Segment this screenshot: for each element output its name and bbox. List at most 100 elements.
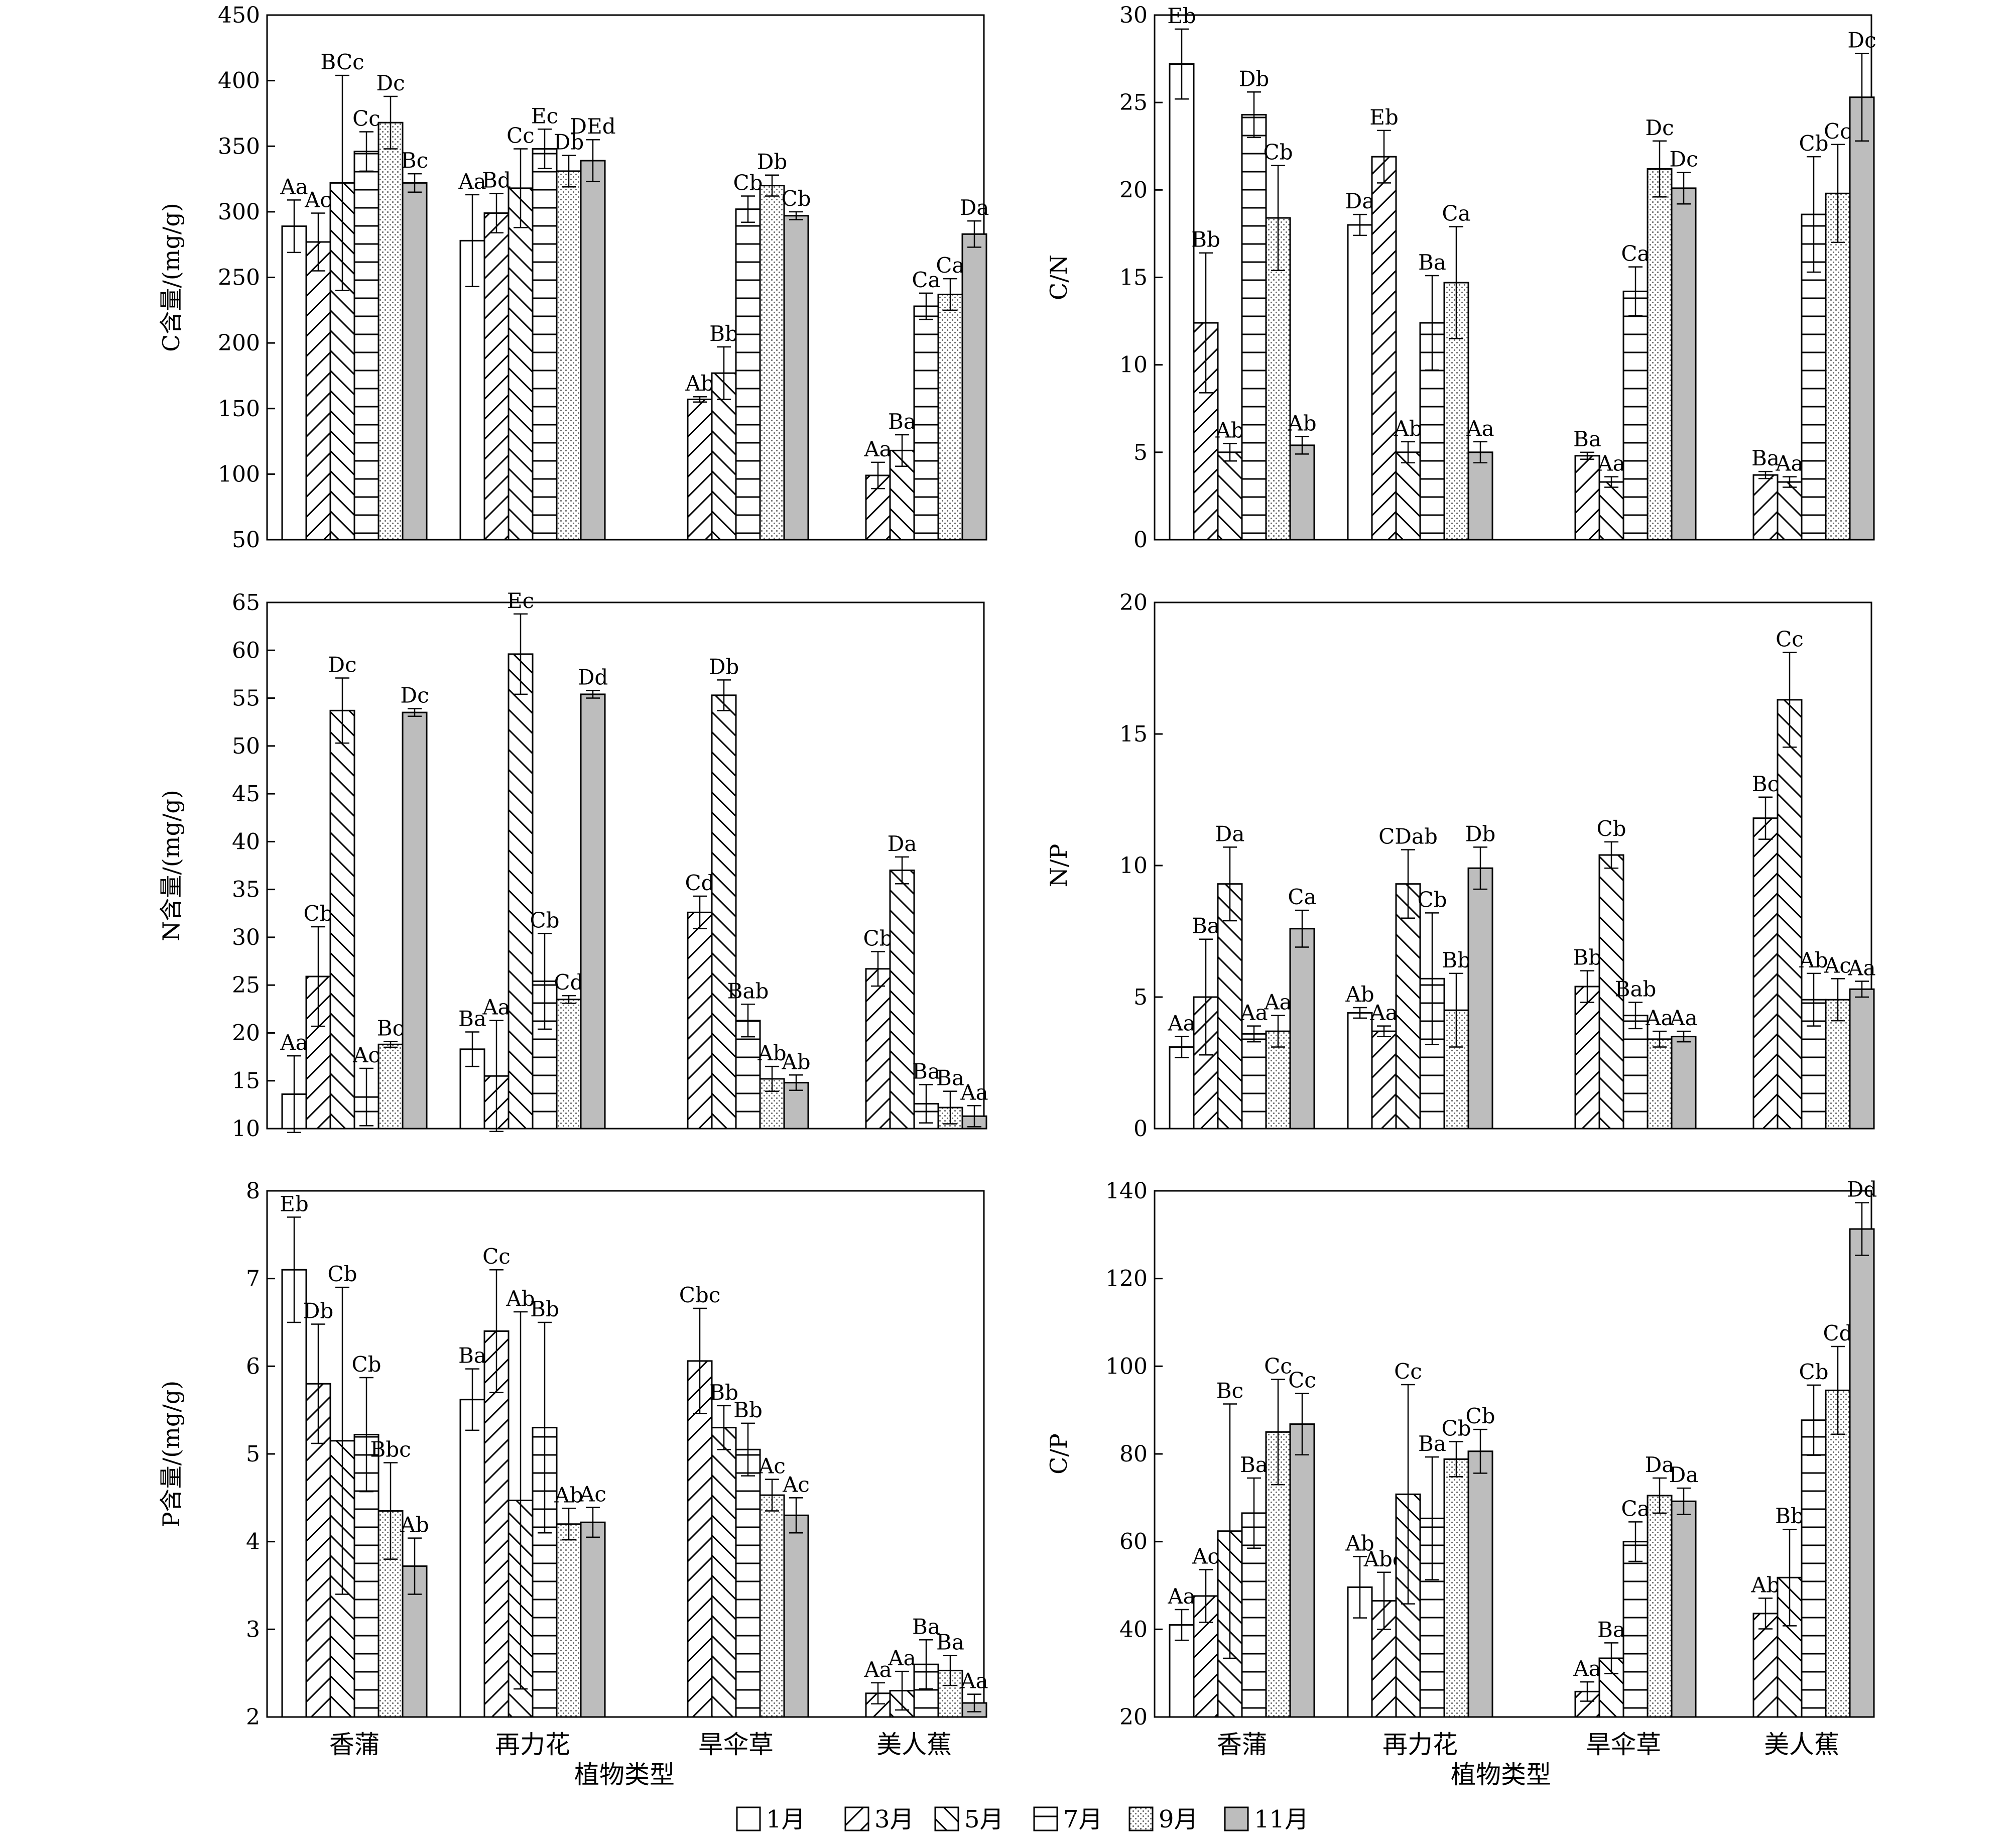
significance-label: Ab: [685, 371, 714, 396]
y-tick-label: 20: [1119, 177, 1148, 203]
bar: [580, 693, 606, 1130]
significance-label: Cc: [1288, 1368, 1316, 1392]
significance-label: Cc: [1264, 1354, 1292, 1379]
significance-label: Da: [1345, 189, 1375, 213]
significance-label: Ac: [782, 1472, 810, 1497]
significance-label: Ab: [781, 1049, 810, 1074]
significance-label: Eb: [280, 1191, 309, 1216]
chart-panel-1: 50100150200250300350400450C含量/(mg/g)AaAc…: [158, 3, 989, 553]
significance-label: Aa: [1645, 1006, 1673, 1030]
significance-label: Ac: [304, 187, 332, 212]
significance-label: Cb: [781, 186, 811, 211]
significance-label: Db: [709, 654, 739, 679]
bar: [1671, 1500, 1697, 1718]
bar: [1777, 481, 1803, 541]
y-tick-label: 15: [232, 1068, 260, 1094]
bar: [556, 999, 582, 1130]
significance-label: Aa: [280, 1030, 308, 1055]
y-tick-label: 5: [1133, 985, 1148, 1010]
y-tick-label: 35: [232, 877, 260, 903]
significance-label: Cc: [1824, 119, 1852, 144]
significance-label: Ab: [1799, 948, 1828, 972]
bar: [1371, 1030, 1397, 1130]
significance-label: Eb: [1167, 4, 1196, 28]
significance-label: Ba: [1573, 427, 1601, 451]
y-tick-label: 30: [1119, 3, 1148, 28]
legend-label: 11月: [1254, 1805, 1309, 1833]
bar: [1217, 883, 1243, 1130]
y-tick-label: 120: [1105, 1266, 1148, 1292]
bar: [377, 121, 404, 541]
y-tick-label: 0: [1133, 527, 1148, 553]
bar: [459, 1399, 485, 1718]
significance-label: Cb: [1417, 887, 1447, 912]
significance-label: Ba: [1751, 446, 1780, 470]
y-tick-label: 400: [218, 68, 260, 94]
y-tick-label: 5: [1133, 440, 1148, 465]
significance-label: Dc: [1847, 28, 1876, 53]
bar: [1825, 1389, 1851, 1718]
y-tick-label: 40: [232, 829, 260, 854]
bar: [687, 1360, 713, 1718]
significance-label: Aa: [888, 1646, 916, 1670]
significance-label: Da: [888, 831, 917, 856]
bar: [1825, 192, 1851, 541]
bar: [735, 208, 761, 541]
significance-label: Ab: [554, 1483, 583, 1507]
significance-label: Ac: [758, 1454, 786, 1479]
significance-label: Cd: [1823, 1321, 1852, 1345]
y-tick-label: 450: [218, 3, 260, 28]
bar: [1849, 988, 1875, 1130]
significance-label: Bb: [1442, 948, 1471, 972]
legend-item: 7月: [1033, 1805, 1103, 1833]
y-tick-label: 350: [218, 134, 260, 159]
y-tick-label: 250: [218, 265, 260, 291]
significance-label: Db: [303, 1298, 334, 1323]
significance-label: Dc: [400, 683, 429, 708]
significance-label: Bc: [1216, 1378, 1243, 1403]
significance-label: Dc: [328, 653, 356, 677]
bar: [353, 151, 380, 541]
significance-label: Aa: [1167, 1584, 1195, 1609]
significance-label: Cb: [1263, 140, 1293, 165]
significance-label: Ec: [507, 588, 534, 613]
bar: [1647, 1495, 1673, 1718]
y-tick-label: 5: [246, 1441, 260, 1467]
significance-label: Ba: [888, 409, 916, 434]
significance-label: Dc: [376, 71, 405, 95]
chart-panel-5: 2345678P含量/(mg/g)EbDbCbCbBbcAb香蒲BaCcAbBb…: [158, 1178, 988, 1759]
bar: [1598, 481, 1624, 541]
legend-label: 1月: [766, 1805, 806, 1833]
bar: [1289, 1423, 1315, 1718]
y-tick-label: 50: [232, 527, 260, 553]
y-tick-label: 40: [1119, 1617, 1148, 1642]
significance-label: Cc: [507, 123, 535, 148]
y-tick-label: 8: [246, 1178, 260, 1204]
legend-swatch: [934, 1806, 959, 1831]
significance-label: Ba: [936, 1066, 964, 1090]
significance-label: Bb: [1573, 945, 1602, 970]
significance-label: Ba: [936, 1630, 964, 1655]
significance-label: Ab: [1215, 418, 1244, 442]
bar: [783, 1514, 809, 1718]
legend-swatch: [1128, 1806, 1154, 1831]
x-axis-label-left: 植物类型: [574, 1760, 675, 1789]
significance-label: Db: [1465, 821, 1496, 846]
bar: [1265, 217, 1291, 541]
category-label: 香蒲: [1217, 1730, 1267, 1759]
bar: [329, 709, 355, 1130]
legend-swatch: [1033, 1806, 1058, 1831]
bar: [735, 1448, 761, 1718]
bar: [687, 911, 713, 1130]
bar: [483, 1330, 510, 1718]
significance-label: Ba: [912, 1614, 940, 1639]
significance-label: Da: [1645, 1452, 1675, 1477]
bar: [865, 968, 891, 1130]
bar: [1752, 817, 1779, 1130]
y-tick-label: 55: [232, 686, 260, 711]
significance-label: Ac: [352, 1043, 380, 1067]
y-axis-label: C/P: [1045, 1433, 1072, 1475]
bar: [1289, 928, 1315, 1130]
